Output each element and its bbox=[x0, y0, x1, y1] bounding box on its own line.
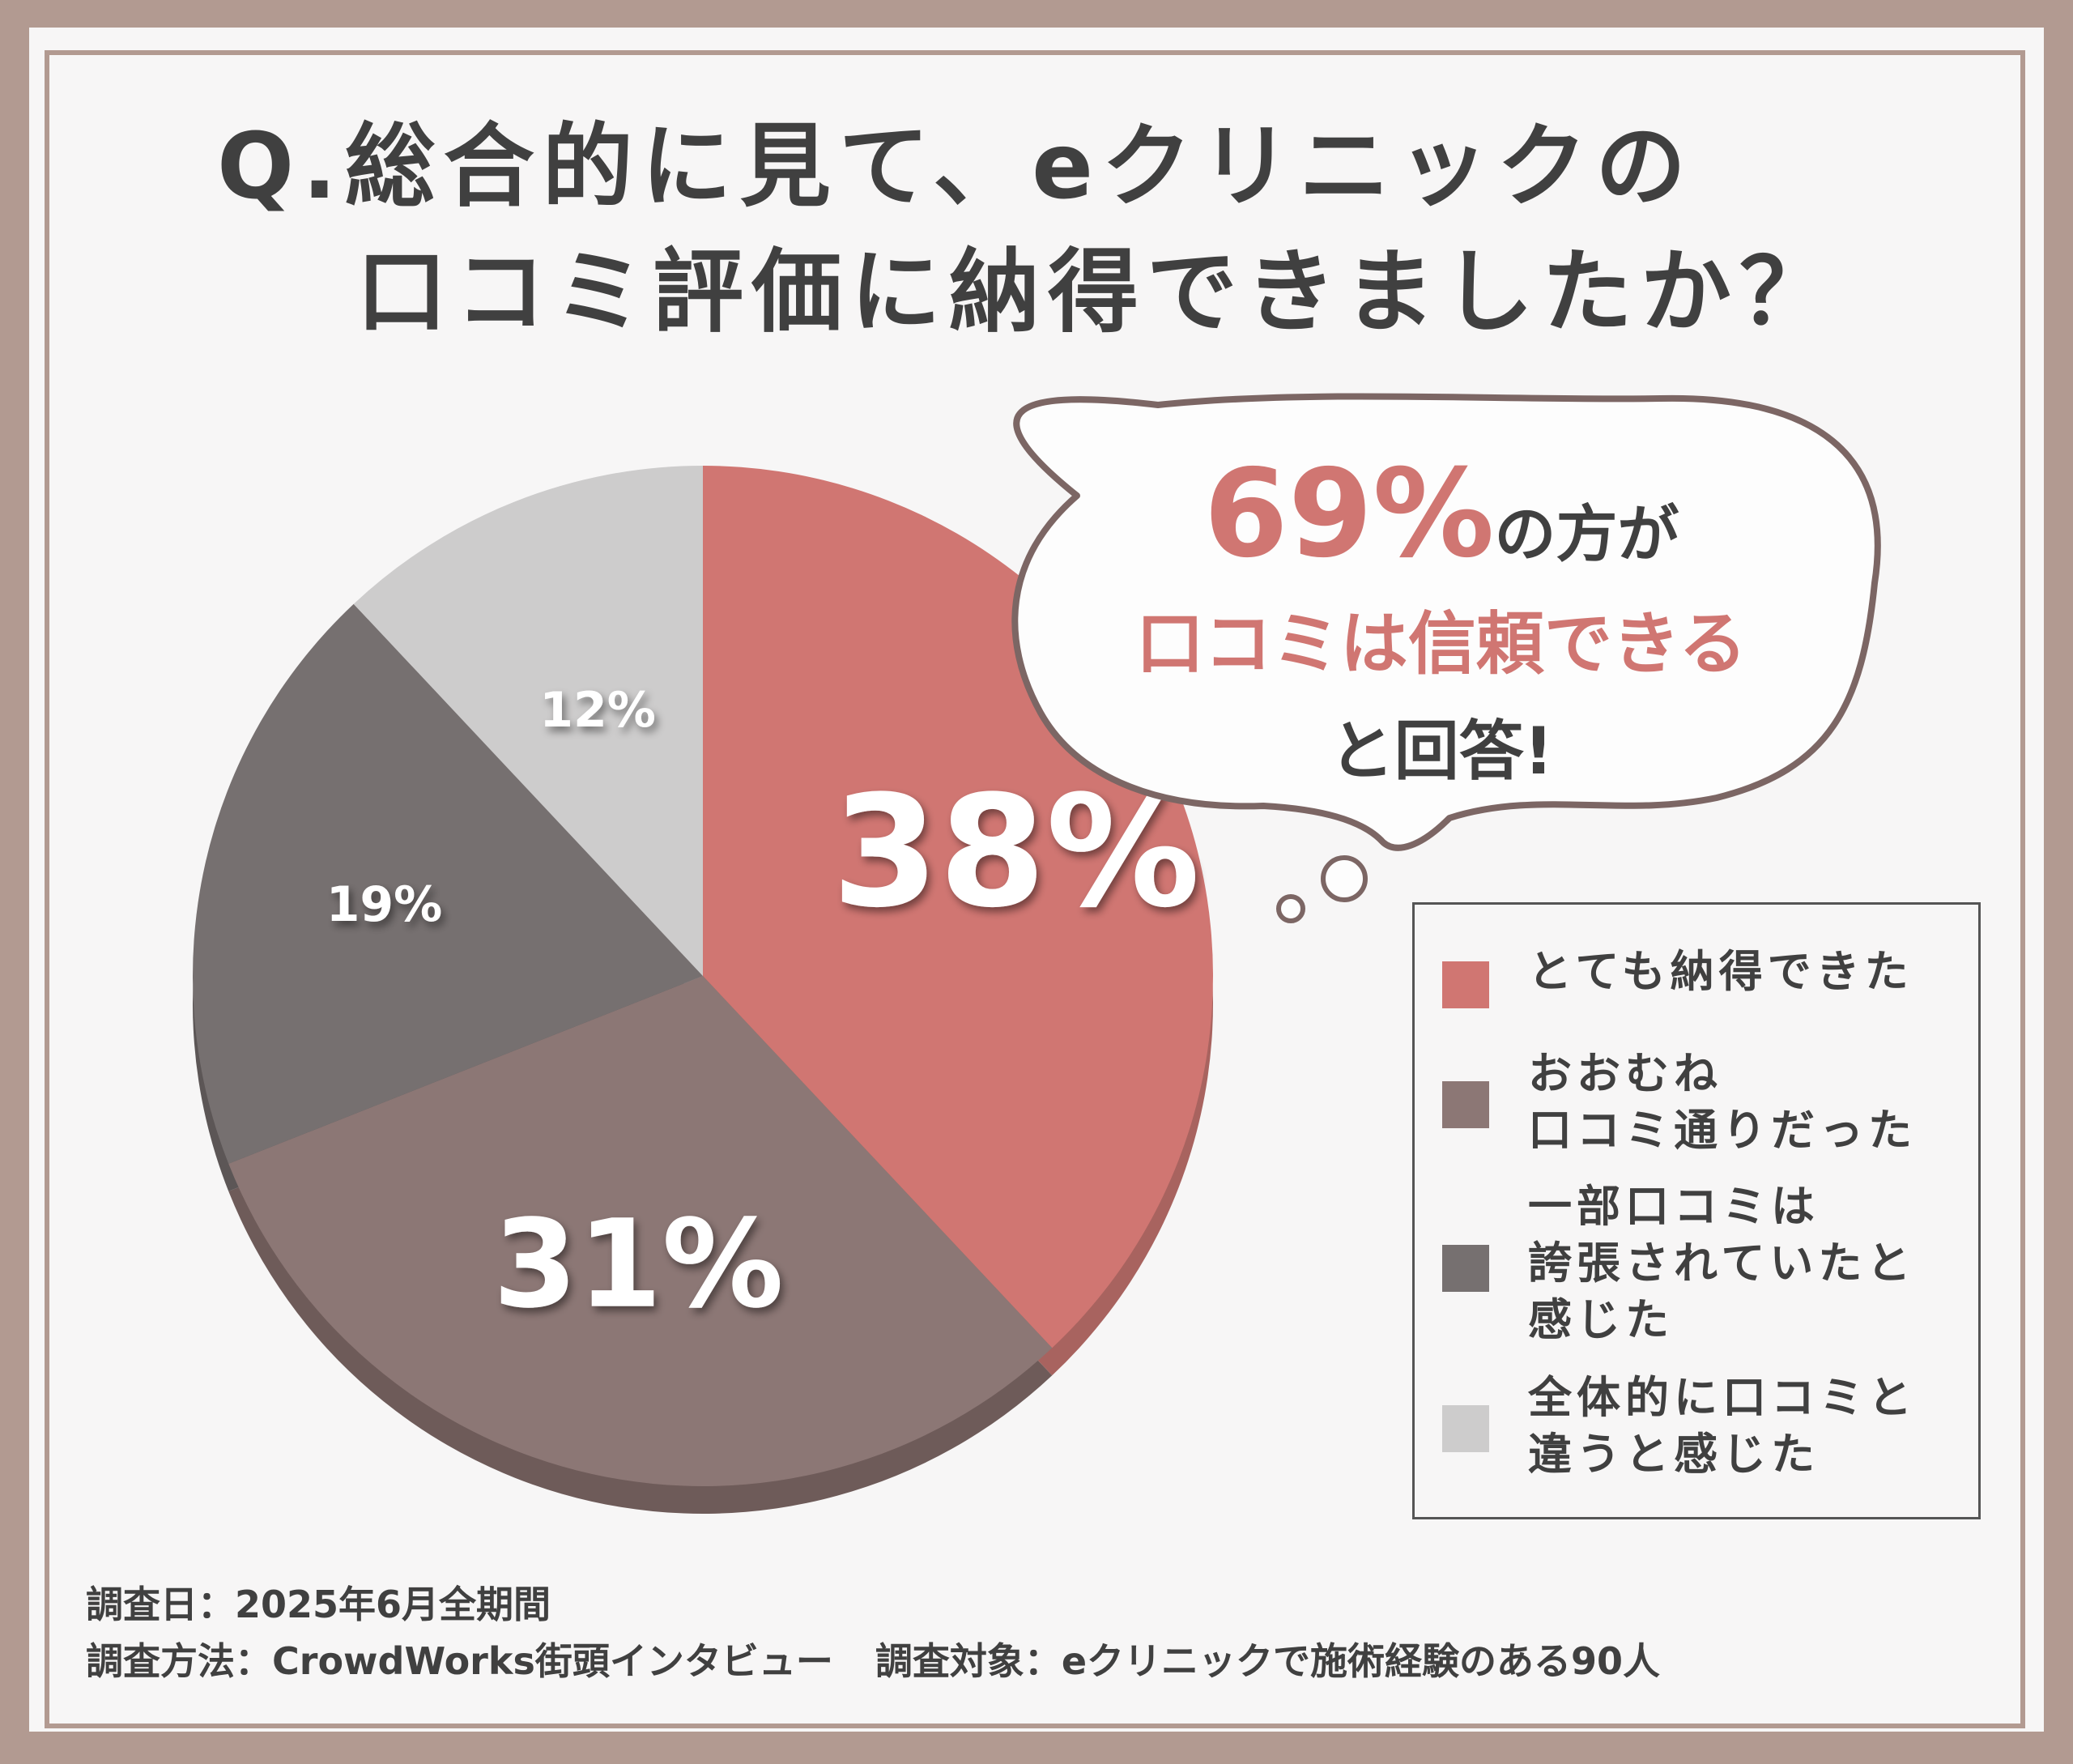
legend-swatch-3 bbox=[1442, 1245, 1489, 1292]
pie-data-label-3: 19% bbox=[326, 876, 443, 933]
pie-data-label-4: 12% bbox=[539, 682, 656, 739]
thought-bubble-dot-large bbox=[1321, 855, 1368, 902]
survey-target: 調査対象：eクリニックで施術経験のある90人 bbox=[875, 1639, 1661, 1683]
legend: とても納得できた おおむね 口コミ通りだった 一部口コミは 誇張されていたと 感じた … bbox=[1412, 902, 1981, 1519]
question-title-line-2: 口コミ評価に納得できましたか？ bbox=[356, 240, 1838, 345]
survey-method: 調査方法：CrowdWorks街頭インタビュー bbox=[86, 1639, 833, 1683]
thought-bubble-dot-small bbox=[1276, 894, 1305, 923]
legend-label-2: おおむね 口コミ通りだった bbox=[1528, 1048, 1917, 1156]
legend-swatch-2 bbox=[1442, 1081, 1489, 1128]
survey-date: 調査日：2025年6月全期間 bbox=[86, 1583, 551, 1626]
survey-method-and-target: 調査方法：CrowdWorks街頭インタビュー 調査対象：eクリニックで施術経験の… bbox=[86, 1643, 1660, 1680]
thought-bubble-cloud bbox=[1011, 393, 1881, 851]
callout-suffix: の方が bbox=[1494, 498, 1679, 570]
legend-label-1: とても納得できた bbox=[1528, 946, 1913, 997]
legend-label-3: 一部口コミは 誇張されていたと 感じた bbox=[1528, 1181, 1916, 1345]
callout-line-1: 69%の方が bbox=[1020, 454, 1862, 575]
pie-slice-3 bbox=[193, 603, 703, 1164]
legend-swatch-4 bbox=[1442, 1405, 1489, 1452]
legend-swatch-1 bbox=[1442, 961, 1489, 1008]
pie-data-label-2: 31% bbox=[493, 1195, 784, 1336]
callout-text: 69%の方が 口コミは信頼できる と回答! bbox=[1020, 454, 1862, 793]
pie-slice-2 bbox=[228, 976, 1053, 1486]
question-title-line-1: Q.総合的に見て、eクリニックの bbox=[217, 114, 1695, 219]
callout-line-2: 口コミは信頼できる bbox=[1135, 604, 1747, 684]
thought-bubble bbox=[1011, 393, 1881, 923]
callout-line-3: と回答! bbox=[1329, 714, 1554, 789]
legend-label-4: 全体的に口コミと 違うと感じた bbox=[1528, 1372, 1917, 1480]
callout-percent: 69% bbox=[1203, 444, 1495, 585]
pie-slice-4 bbox=[353, 466, 703, 976]
